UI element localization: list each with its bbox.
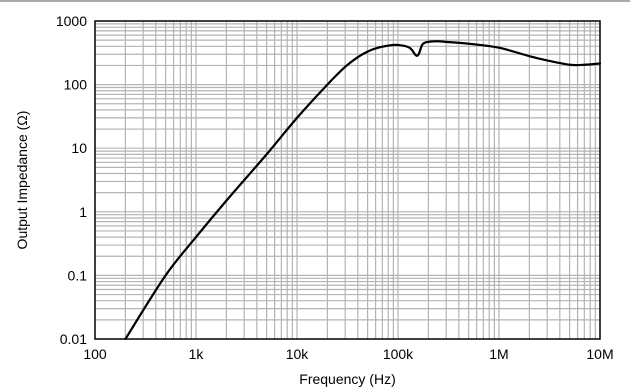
y-tick-label: 10 bbox=[71, 140, 87, 156]
x-tick-label: 1k bbox=[189, 346, 205, 362]
y-tick-label: 100 bbox=[64, 77, 88, 93]
x-axis: 100 1k 10k 100k 1M 10M bbox=[83, 346, 613, 362]
y-tick-label: 0.1 bbox=[68, 267, 88, 283]
y-tick-label: 1000 bbox=[56, 13, 87, 29]
y-axis: 0.01 0.1 1 10 100 1000 bbox=[56, 13, 87, 347]
x-tick-label: 100 bbox=[83, 346, 107, 362]
x-tick-label: 10M bbox=[586, 346, 613, 362]
y-tick-label: 1 bbox=[79, 204, 87, 220]
impedance-curve bbox=[124, 40, 602, 341]
grid bbox=[95, 21, 600, 339]
y-axis-label: Output Impedance (Ω) bbox=[14, 111, 30, 250]
x-tick-label: 1M bbox=[489, 346, 508, 362]
plot-frame bbox=[94, 20, 601, 340]
x-tick-label: 10k bbox=[286, 346, 310, 362]
x-tick-label: 100k bbox=[383, 346, 414, 362]
y-tick-label: 0.01 bbox=[60, 331, 87, 347]
x-axis-label: Frequency (Hz) bbox=[299, 371, 395, 387]
